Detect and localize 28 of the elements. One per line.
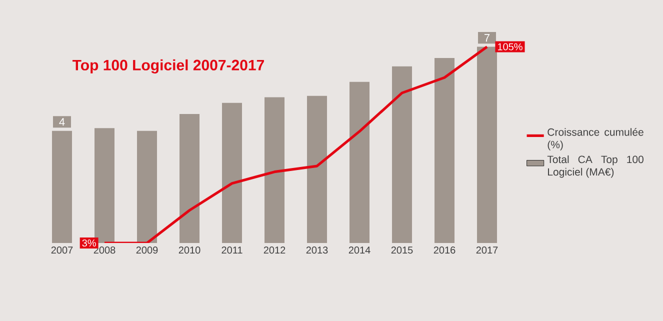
text: Top 100 Logiciel 2007-2017 xyxy=(72,59,264,74)
bar xyxy=(392,66,412,243)
data-label: 3% xyxy=(82,239,96,247)
x-tick-label: 2017 xyxy=(476,246,498,254)
bar xyxy=(350,82,370,243)
legend-label: Croissance cumulée (%) xyxy=(548,128,644,150)
data-label: 105% xyxy=(498,43,522,50)
x-tick-label: 2016 xyxy=(434,246,456,254)
bar xyxy=(137,130,157,243)
bar xyxy=(434,58,455,243)
x-tick-label: 2009 xyxy=(136,246,158,254)
bar xyxy=(264,97,285,243)
x-tick-label: 2014 xyxy=(348,246,370,254)
x-tick-label: 2012 xyxy=(264,246,286,254)
bar xyxy=(222,102,242,243)
bar xyxy=(477,46,498,243)
x-tick-label: 2013 xyxy=(306,246,328,254)
bar xyxy=(307,96,328,243)
data-label: 7 xyxy=(484,34,490,42)
bar xyxy=(180,114,200,243)
x-tick-label: 2011 xyxy=(222,246,242,254)
legend-label: Total CA Top 100 Logiciel (MA€) xyxy=(547,155,644,178)
bar xyxy=(94,128,115,243)
x-tick-label: 2007 xyxy=(51,246,73,254)
bar xyxy=(52,130,72,243)
x-tick-label: 2010 xyxy=(178,246,200,254)
data-label: 4 xyxy=(59,118,65,126)
x-tick-label: 2015 xyxy=(391,246,413,254)
